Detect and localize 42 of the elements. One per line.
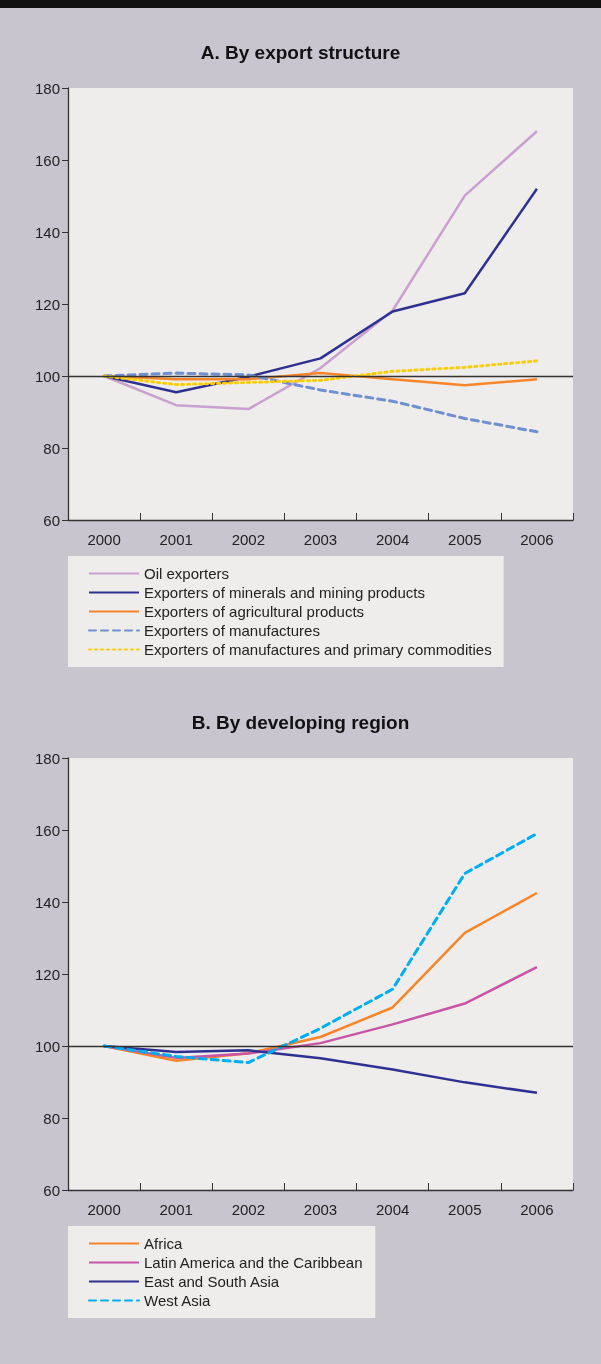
x-tick-label: 2003 — [303, 531, 338, 548]
legend-label: Oil exporters — [144, 565, 230, 582]
y-tick-label: 160 — [34, 151, 60, 169]
x-tick-label: 2004 — [375, 1201, 410, 1218]
y-tick-label: 60 — [43, 511, 60, 529]
y-tick-label: 160 — [34, 821, 60, 839]
y-tick-label: 120 — [34, 295, 60, 313]
x-tick-label: 2006 — [520, 531, 554, 548]
x-tick-label: 2001 — [159, 1201, 193, 1218]
x-tick-label: 2000 — [87, 531, 121, 548]
y-tick-label: 140 — [34, 893, 60, 911]
legend-label: Exporters of agricultural products — [144, 603, 365, 620]
x-tick-label: 2003 — [303, 1201, 338, 1218]
line-series — [102, 371, 539, 434]
chart-title: A. By export structure — [200, 42, 401, 63]
y-tick-label: 120 — [34, 965, 60, 983]
y-tick-label: 100 — [34, 1037, 60, 1055]
line-series — [102, 832, 539, 1065]
x-tick-label: 2005 — [448, 531, 482, 548]
legend-label: Exporters of manufactures and primary commodities — [144, 641, 492, 658]
x-tick-label: 2000 — [87, 1201, 121, 1218]
y-tick-label: 180 — [34, 749, 60, 767]
legend-label: Latin America and the Caribbean — [144, 1254, 363, 1271]
legend-label: Exporters of manufactures — [144, 622, 320, 639]
x-tick-label: 2004 — [375, 531, 410, 548]
y-tick-label: 100 — [34, 367, 60, 385]
legend-label: Africa — [144, 1235, 183, 1252]
y-tick-label: 80 — [43, 1109, 60, 1127]
y-tick-label: 80 — [43, 439, 60, 457]
x-tick-label: 2005 — [448, 1201, 482, 1218]
chart-title: B. By developing region — [191, 712, 410, 733]
y-tick-label: 180 — [34, 79, 60, 97]
x-tick-label: 2006 — [520, 1201, 554, 1218]
y-tick-label: 60 — [43, 1181, 60, 1199]
x-tick-label: 2002 — [231, 1201, 266, 1218]
x-tick-label: 2001 — [159, 531, 193, 548]
legend-label: West Asia — [144, 1292, 212, 1309]
legend-label: East and South Asia — [144, 1273, 280, 1290]
y-tick-label: 140 — [34, 223, 60, 241]
x-tick-label: 2002 — [231, 531, 266, 548]
legend-label: Exporters of minerals and mining products — [144, 584, 425, 601]
line-series — [102, 359, 539, 387]
